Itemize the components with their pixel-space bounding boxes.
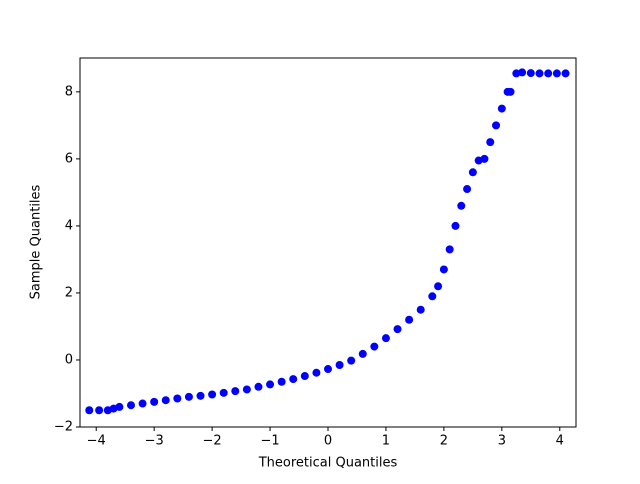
point xyxy=(150,397,159,406)
point xyxy=(439,265,448,274)
point xyxy=(393,325,402,334)
point xyxy=(173,394,182,403)
point xyxy=(468,168,477,177)
y-tick-label: 6 xyxy=(65,151,73,166)
point xyxy=(138,399,147,408)
point xyxy=(381,334,390,343)
point xyxy=(428,292,437,301)
x-tick-label: −1 xyxy=(260,434,279,449)
point xyxy=(492,121,501,130)
point xyxy=(277,377,286,386)
point xyxy=(254,382,263,391)
point xyxy=(506,87,515,96)
point xyxy=(463,185,472,194)
point xyxy=(95,406,104,415)
point xyxy=(324,365,332,374)
point xyxy=(552,69,561,78)
point xyxy=(208,390,217,399)
point xyxy=(445,245,454,254)
y-tick-label: −2 xyxy=(54,420,73,435)
point xyxy=(115,402,124,411)
point xyxy=(480,154,489,163)
y-tick-label: 4 xyxy=(65,218,73,233)
point xyxy=(196,391,205,400)
point xyxy=(518,68,527,77)
y-tick-label: 0 xyxy=(65,352,73,367)
point xyxy=(544,69,553,78)
x-tick-label: 2 xyxy=(440,434,448,449)
point xyxy=(312,368,321,377)
point xyxy=(335,360,344,369)
point xyxy=(85,406,94,415)
point xyxy=(451,221,460,230)
y-tick-label: 2 xyxy=(65,285,73,300)
point xyxy=(242,385,251,394)
x-tick-label: −2 xyxy=(203,434,222,449)
point xyxy=(219,388,228,397)
point xyxy=(497,104,506,113)
y-tick-label: 8 xyxy=(65,84,73,99)
x-tick-label: 3 xyxy=(498,434,506,449)
point xyxy=(370,342,379,351)
point xyxy=(526,69,535,78)
point xyxy=(300,372,309,381)
x-axis-label: Theoretical Quantiles xyxy=(258,456,398,471)
point xyxy=(266,380,275,389)
point xyxy=(535,69,544,78)
point xyxy=(561,69,570,78)
point xyxy=(416,305,425,314)
point xyxy=(457,201,466,210)
point xyxy=(358,349,367,358)
x-tick-label: −4 xyxy=(87,434,106,449)
x-tick-label: 4 xyxy=(556,434,564,449)
point xyxy=(126,401,135,410)
point xyxy=(434,282,443,291)
point xyxy=(161,396,170,405)
point xyxy=(347,356,356,365)
x-tick-label: −3 xyxy=(145,434,164,449)
x-tick-label: 1 xyxy=(382,434,390,449)
point xyxy=(184,392,193,401)
point xyxy=(486,138,495,147)
point xyxy=(405,315,414,324)
y-axis-label: Sample Quantiles xyxy=(29,184,44,299)
x-tick-label: 0 xyxy=(324,434,332,449)
point xyxy=(289,375,298,384)
point xyxy=(231,387,240,396)
